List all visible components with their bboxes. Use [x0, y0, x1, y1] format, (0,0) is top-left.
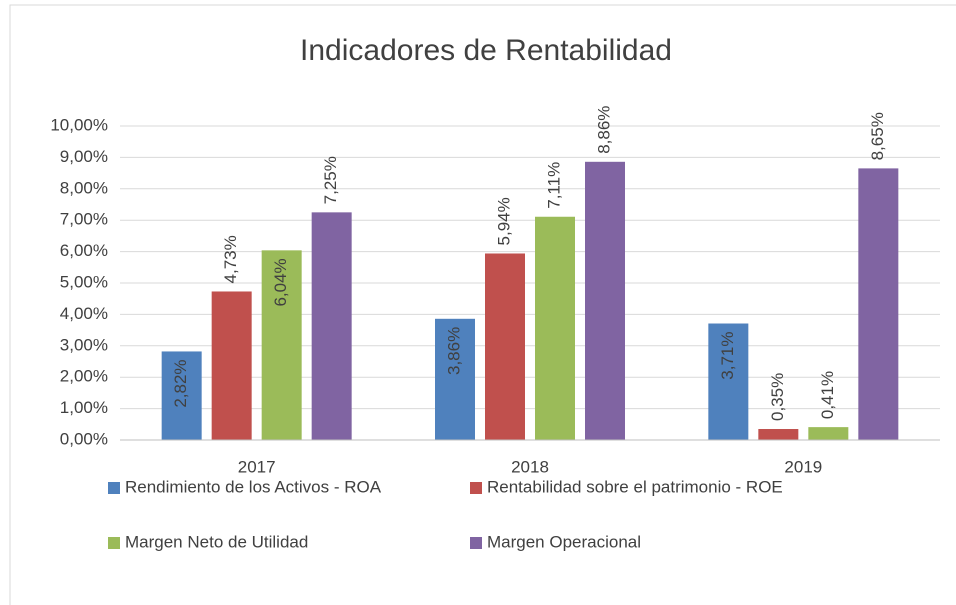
bar	[435, 318, 475, 440]
data-label: 2,82%	[171, 359, 190, 407]
chart-title: Indicadores de Rentabilidad	[300, 34, 672, 67]
bar	[261, 250, 302, 440]
data-label: 5,94%	[494, 197, 513, 245]
bar	[485, 253, 525, 440]
bar	[808, 427, 849, 440]
legend-label: Rentabilidad sobre el patrimonio - ROE	[487, 477, 783, 496]
data-label: 0,35%	[768, 373, 787, 421]
y-tick-label: 10,00%	[50, 115, 108, 134]
data-label: 6,04%	[271, 258, 290, 306]
bar	[858, 168, 899, 440]
bar	[211, 291, 252, 440]
x-tick-label: 2019	[784, 457, 822, 476]
data-label: 8,86%	[594, 106, 613, 154]
chart-frame	[9, 4, 956, 605]
legend-label: Margen Operacional	[487, 532, 641, 551]
y-tick-label: 8,00%	[60, 178, 108, 197]
legend-swatch	[108, 537, 120, 549]
y-tick-label: 7,00%	[60, 210, 108, 229]
data-label: 3,86%	[444, 327, 463, 375]
y-tick-label: 9,00%	[60, 147, 108, 166]
legend-swatch	[470, 537, 482, 549]
legend-swatch	[108, 482, 120, 494]
x-tick-label: 2017	[238, 457, 276, 476]
y-tick-label: 3,00%	[60, 335, 108, 354]
data-label: 0,41%	[818, 371, 837, 419]
data-label: 8,65%	[868, 112, 887, 160]
y-tick-label: 0,00%	[60, 429, 108, 448]
bar	[758, 429, 799, 440]
data-label: 3,71%	[718, 332, 737, 380]
x-tick-label: 2018	[511, 457, 549, 476]
y-tick-label: 5,00%	[60, 272, 108, 291]
data-label: 4,73%	[221, 235, 240, 283]
y-tick-label: 6,00%	[60, 241, 108, 260]
legend-label: Margen Neto de Utilidad	[125, 532, 308, 551]
y-tick-label: 2,00%	[60, 367, 108, 386]
bar	[585, 161, 625, 440]
bar	[311, 212, 352, 440]
legend-swatch	[470, 482, 482, 494]
bar	[161, 351, 202, 440]
legend-label: Rendimiento de los Activos - ROA	[125, 477, 382, 496]
y-tick-label: 1,00%	[60, 398, 108, 417]
bar	[535, 216, 575, 440]
bar	[708, 323, 749, 440]
y-tick-label: 4,00%	[60, 304, 108, 323]
data-label: 7,25%	[321, 156, 340, 204]
data-label: 7,11%	[544, 162, 563, 209]
